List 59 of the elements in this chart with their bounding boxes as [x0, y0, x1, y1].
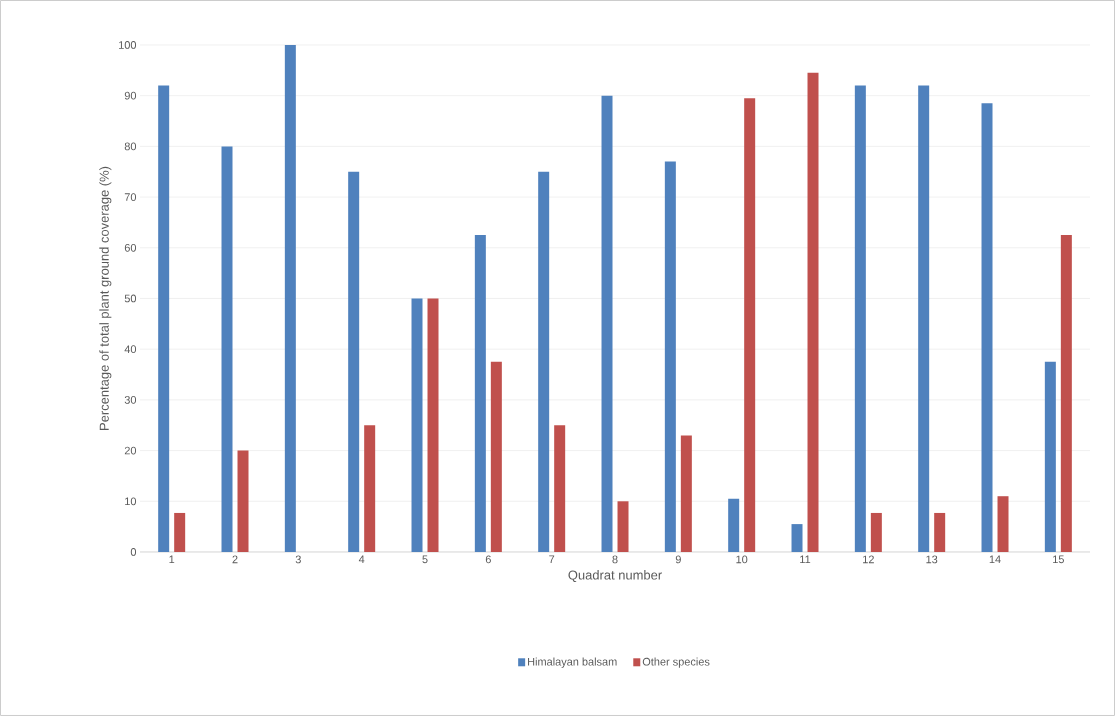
y-tick-label: 80: [124, 142, 137, 151]
bar: [411, 298, 423, 552]
bar: [870, 512, 882, 552]
x-tick-label: 3: [295, 555, 301, 564]
y-tick-label: 20: [124, 446, 137, 455]
x-tick-label: 13: [926, 555, 938, 564]
x-tick-label: 4: [358, 555, 365, 564]
bar: [427, 298, 439, 552]
bar: [1044, 361, 1056, 552]
legend-label: Himalayan balsam: [528, 657, 617, 668]
x-tick-label: 7: [549, 555, 555, 564]
y-tick-label: 90: [124, 91, 137, 100]
bar: [934, 512, 946, 552]
bar: [364, 425, 376, 552]
y-tick-label: 0: [130, 548, 137, 556]
x-tick-label: 10: [736, 555, 748, 564]
y-tick-label: 60: [124, 243, 137, 252]
bar: [981, 103, 993, 552]
y-tick-label: 70: [124, 193, 137, 201]
bar: [538, 171, 550, 552]
bar: [221, 146, 233, 552]
bar: [284, 44, 296, 552]
x-tick-label: 11: [800, 555, 811, 564]
x-tick-label: 8: [612, 555, 618, 564]
x-axis-title: Quadrat number: [568, 570, 662, 582]
bar: [791, 524, 803, 552]
bar: [554, 425, 566, 552]
y-tick-label: 30: [124, 396, 137, 404]
bar: [664, 161, 676, 552]
x-tick-label: 2: [232, 555, 238, 564]
bar: [617, 501, 629, 552]
bar: [680, 435, 692, 552]
x-tick-label: 9: [675, 555, 681, 564]
x-tick-label: 5: [422, 555, 428, 564]
x-tick-label: 12: [863, 555, 874, 564]
bar: [728, 498, 740, 552]
bar: [1060, 235, 1072, 552]
x-tick-label: 14: [989, 555, 1001, 564]
bar: [997, 496, 1009, 552]
bar: [490, 361, 502, 552]
x-tick-label: 6: [485, 555, 491, 564]
bar: [807, 72, 819, 552]
bar: [744, 98, 756, 552]
bar: [158, 85, 170, 552]
bar: [918, 85, 930, 552]
bar: [854, 85, 866, 552]
x-tick-label: 1: [169, 555, 175, 564]
x-tick-label: 15: [1053, 555, 1064, 564]
bar: [174, 512, 186, 552]
bar: [237, 450, 249, 552]
y-tick-label: 100: [119, 41, 137, 49]
legend-label: Other species: [642, 657, 710, 668]
bar: [474, 235, 486, 552]
bar: [601, 95, 613, 552]
bar: [348, 171, 360, 552]
y-tick-label: 10: [125, 497, 137, 506]
y-tick-label: 50: [124, 294, 137, 303]
y-axis-title: Percentage of total plant ground coverage (%): [99, 166, 112, 430]
y-tick-label: 40: [124, 345, 137, 354]
